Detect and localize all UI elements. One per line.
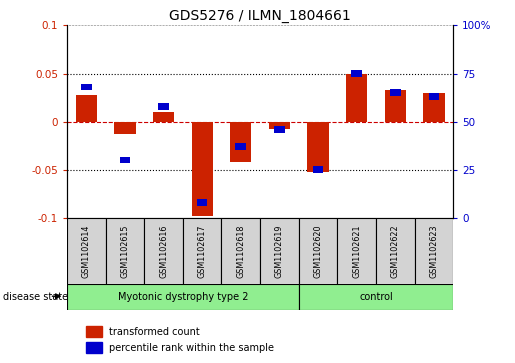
Bar — [299, 284, 453, 310]
Text: disease state: disease state — [3, 292, 67, 302]
Bar — [192, 122, 213, 216]
Bar — [313, 166, 323, 173]
Text: GSM1102615: GSM1102615 — [121, 225, 129, 278]
Text: GSM1102617: GSM1102617 — [198, 225, 207, 278]
Text: GSM1102614: GSM1102614 — [82, 225, 91, 278]
Bar — [390, 89, 401, 96]
Bar — [269, 122, 290, 129]
Text: transformed count: transformed count — [109, 327, 200, 337]
Bar — [144, 218, 183, 285]
Bar — [119, 157, 130, 163]
Text: GSM1102622: GSM1102622 — [391, 225, 400, 278]
Bar — [274, 126, 285, 132]
Bar — [158, 103, 169, 110]
Bar — [307, 122, 329, 172]
Bar — [423, 93, 444, 122]
Bar — [415, 218, 453, 285]
Bar — [221, 218, 260, 285]
Bar — [197, 199, 208, 206]
Title: GDS5276 / ILMN_1804661: GDS5276 / ILMN_1804661 — [169, 9, 351, 23]
Text: GSM1102619: GSM1102619 — [275, 225, 284, 278]
Bar — [235, 143, 246, 150]
Bar — [183, 218, 221, 285]
Bar — [299, 218, 337, 285]
Bar — [260, 218, 299, 285]
Text: GSM1102621: GSM1102621 — [352, 225, 361, 278]
Bar — [67, 284, 299, 310]
Bar — [87, 342, 102, 354]
Text: GSM1102620: GSM1102620 — [314, 225, 322, 278]
Text: GSM1102623: GSM1102623 — [430, 225, 438, 278]
Text: Myotonic dystrophy type 2: Myotonic dystrophy type 2 — [117, 292, 248, 302]
Bar — [337, 218, 376, 285]
Bar — [87, 326, 102, 338]
Bar — [106, 218, 144, 285]
Bar — [76, 95, 97, 122]
Bar — [81, 83, 92, 90]
Bar — [376, 218, 415, 285]
Text: GSM1102616: GSM1102616 — [159, 225, 168, 278]
Text: control: control — [359, 292, 393, 302]
Bar — [351, 70, 362, 77]
Bar — [67, 218, 106, 285]
Bar — [153, 112, 174, 122]
Text: GSM1102618: GSM1102618 — [236, 225, 245, 278]
Text: percentile rank within the sample: percentile rank within the sample — [109, 343, 274, 353]
Bar — [114, 122, 135, 134]
Bar — [346, 73, 367, 122]
Bar — [230, 122, 251, 162]
Bar — [428, 93, 439, 100]
Bar — [385, 90, 406, 122]
